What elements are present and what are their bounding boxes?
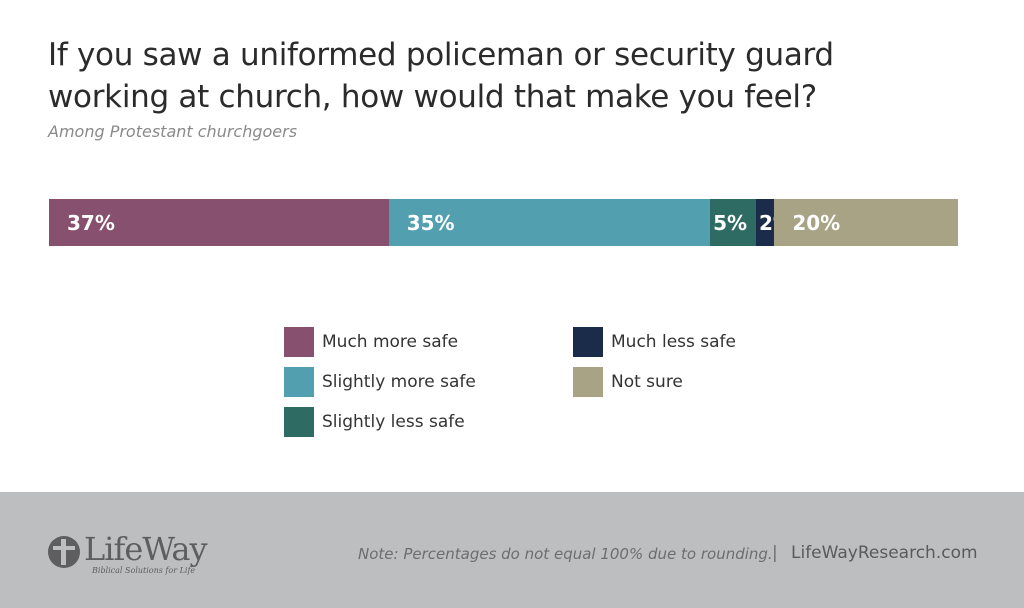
bar-segment: 5% bbox=[710, 199, 756, 246]
footnote: Note: Percentages do not equal 100% due … bbox=[358, 545, 773, 563]
chart-subtitle: Among Protestant churchgoers bbox=[48, 122, 298, 141]
website-link[interactable]: LifeWayResearch.com bbox=[791, 543, 978, 563]
legend-label: Much less safe bbox=[611, 332, 736, 352]
legend-column-2: Much less safe Not sure bbox=[573, 322, 736, 402]
logo-tagline: Biblical Solutions for Life bbox=[92, 566, 196, 575]
legend-label: Slightly more safe bbox=[322, 372, 476, 392]
data-label: 20% bbox=[792, 211, 841, 235]
legend-item: Much less safe bbox=[573, 322, 736, 362]
data-label: 37% bbox=[67, 211, 115, 235]
legend-label: Slightly less safe bbox=[322, 412, 465, 432]
legend-column-1: Much more safe Slightly more safe Slight… bbox=[284, 322, 476, 442]
legend-swatch bbox=[573, 327, 603, 357]
bar-segment: 20% bbox=[774, 199, 958, 246]
data-label: 35% bbox=[406, 211, 455, 235]
legend-swatch bbox=[284, 327, 314, 357]
legend-swatch bbox=[284, 367, 314, 397]
bar-segment: 35% bbox=[388, 199, 711, 246]
legend-label: Not sure bbox=[611, 372, 683, 392]
cross-globe-icon bbox=[48, 536, 80, 568]
stacked-bar: 37% 35% 5% 2%20% bbox=[49, 199, 958, 246]
data-label: 5% bbox=[713, 211, 748, 235]
bar-segment: 37% bbox=[49, 199, 389, 246]
legend-item: Much more safe bbox=[284, 322, 476, 362]
legend-swatch bbox=[573, 367, 603, 397]
footer bbox=[0, 492, 1024, 608]
chart-title: If you saw a uniformed policeman or secu… bbox=[48, 37, 834, 115]
legend-item: Slightly less safe bbox=[284, 402, 476, 442]
legend-swatch bbox=[284, 407, 314, 437]
legend-item: Not sure bbox=[573, 362, 736, 402]
bar-segment: 2% bbox=[755, 199, 793, 246]
separator: | bbox=[772, 543, 778, 563]
logo-wordmark: LifeWay bbox=[84, 530, 208, 568]
legend-item: Slightly more safe bbox=[284, 362, 476, 402]
legend-label: Much more safe bbox=[322, 332, 459, 352]
